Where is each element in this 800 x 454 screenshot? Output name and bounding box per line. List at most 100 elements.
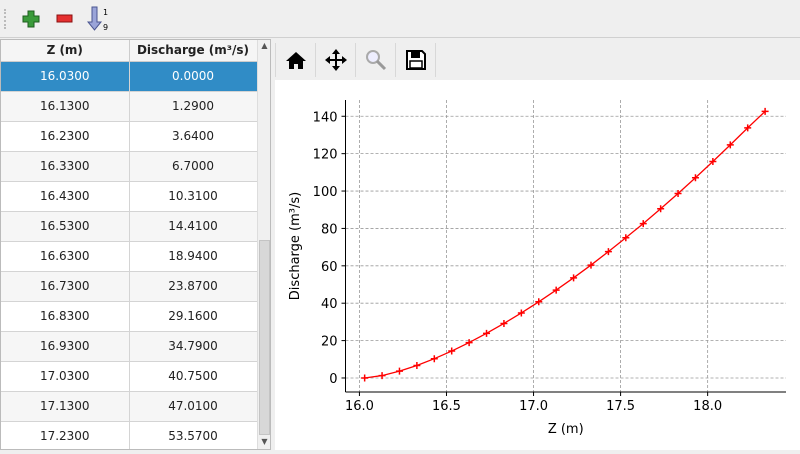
data-point-marker xyxy=(413,361,421,369)
save-icon xyxy=(405,50,426,70)
x-tick-label: 16.5 xyxy=(432,399,461,414)
z-cell[interactable]: 16.8300 xyxy=(1,301,130,332)
column-header-discharge[interactable]: Discharge (m³/s) xyxy=(129,40,258,62)
z-cell[interactable]: 17.1300 xyxy=(1,391,130,422)
discharge-cell[interactable]: 40.7500 xyxy=(129,361,258,392)
discharge-cell[interactable]: 47.0100 xyxy=(129,391,258,422)
discharge-cell[interactable]: 0.0000 xyxy=(129,61,258,92)
minus-icon xyxy=(56,14,73,22)
z-cell[interactable]: 16.7300 xyxy=(1,271,130,302)
data-point-marker xyxy=(500,319,508,327)
data-point-marker xyxy=(657,205,665,213)
z-cell[interactable]: 16.5300 xyxy=(1,211,130,242)
y-tick-label: 80 xyxy=(321,222,338,237)
home-icon xyxy=(285,52,306,69)
svg-text:9: 9 xyxy=(103,23,108,32)
vertical-scrollbar[interactable]: ▲ ▼ xyxy=(257,40,270,449)
data-point-marker xyxy=(639,220,647,228)
discharge-cell[interactable]: 6.7000 xyxy=(129,151,258,182)
home-button[interactable] xyxy=(275,43,315,77)
z-cell[interactable]: 16.4300 xyxy=(1,181,130,212)
table-row[interactable]: 16.5300 14.4100 xyxy=(1,211,258,242)
discharge-cell[interactable]: 53.5700 xyxy=(129,421,258,449)
data-point-marker xyxy=(587,261,595,269)
data-table-panel: Z (m) Discharge (m³/s) 16.0300 0.0000 16.1… xyxy=(0,39,271,450)
y-tick-label: 0 xyxy=(329,372,337,387)
table-row[interactable]: 16.6300 18.9400 xyxy=(1,241,258,272)
data-point-marker xyxy=(465,339,473,347)
discharge-series-line xyxy=(364,110,766,379)
data-point-marker xyxy=(535,298,543,306)
z-cell[interactable]: 16.2300 xyxy=(1,121,130,152)
table-row[interactable]: 17.2300 53.5700 xyxy=(1,421,258,449)
y-axis-label: Discharge (m³/s) xyxy=(288,192,303,300)
data-point-marker xyxy=(517,309,525,317)
pan-icon xyxy=(324,49,347,71)
discharge-cell[interactable]: 1.2900 xyxy=(129,91,258,122)
column-header-z[interactable]: Z (m) xyxy=(1,40,130,62)
discharge-chart: 16.0 16.5 17.0 17.5 18.0 0 20 40 60 80 100 120 140 Z … xyxy=(288,100,786,437)
plot-toolbar xyxy=(275,42,437,78)
z-cell[interactable]: 16.0300 xyxy=(1,61,130,92)
discharge-cell[interactable]: 34.7900 xyxy=(129,331,258,362)
x-tick-label: 16.0 xyxy=(345,399,374,414)
data-point-marker xyxy=(709,158,717,166)
table-row[interactable]: 16.1300 1.2900 xyxy=(1,91,258,122)
zoom-icon xyxy=(365,50,386,71)
discharge-cell[interactable]: 29.1600 xyxy=(129,301,258,332)
plus-icon xyxy=(22,10,40,27)
z-cell[interactable]: 16.6300 xyxy=(1,241,130,272)
z-cell[interactable]: 16.9300 xyxy=(1,331,130,362)
discharge-cell[interactable]: 23.8700 xyxy=(129,271,258,302)
data-point-marker xyxy=(570,274,578,282)
zoom-button[interactable] xyxy=(355,43,395,77)
table-row[interactable]: 16.0300 0.0000 xyxy=(1,61,258,92)
data-point-marker xyxy=(744,124,752,132)
toolbar-separator xyxy=(435,43,437,77)
y-tick-label: 100 xyxy=(313,185,338,200)
discharge-cell[interactable]: 10.3100 xyxy=(129,181,258,212)
x-tick-label: 18.0 xyxy=(693,399,722,414)
scroll-up-arrow[interactable]: ▲ xyxy=(261,41,268,50)
data-point-marker xyxy=(483,329,491,337)
z-cell[interactable]: 16.3300 xyxy=(1,151,130,182)
save-button[interactable] xyxy=(395,43,435,77)
pan-button[interactable] xyxy=(315,43,355,77)
y-tick-label: 60 xyxy=(321,260,338,275)
data-point-marker xyxy=(761,107,769,115)
svg-text:1: 1 xyxy=(103,8,108,17)
data-point-marker xyxy=(395,367,403,375)
table-row[interactable]: 16.4300 10.3100 xyxy=(1,181,258,212)
data-point-marker xyxy=(726,141,734,149)
data-point-marker xyxy=(622,234,630,242)
table-row[interactable]: 16.7300 23.8700 xyxy=(1,271,258,302)
discharge-cell[interactable]: 14.4100 xyxy=(129,211,258,242)
remove-row-button[interactable] xyxy=(52,6,78,32)
scrollbar-thumb[interactable] xyxy=(259,240,270,435)
data-point-marker xyxy=(378,372,386,380)
x-tick-label: 17.5 xyxy=(606,399,635,414)
toolbar-grip[interactable] xyxy=(4,8,8,29)
table-row[interactable]: 16.8300 29.1600 xyxy=(1,301,258,332)
table-row[interactable]: 16.9300 34.7900 xyxy=(1,331,258,362)
plot-canvas[interactable]: 16.0 16.5 17.0 17.5 18.0 0 20 40 60 80 100 120 140 Z … xyxy=(275,80,800,450)
add-row-button[interactable] xyxy=(18,6,44,32)
sort-ascending-icon: 19 xyxy=(87,6,108,32)
data-point-marker xyxy=(552,286,560,294)
z-cell[interactable]: 16.1300 xyxy=(1,91,130,122)
y-tick-label: 20 xyxy=(321,335,338,350)
table-row[interactable]: 16.3300 6.7000 xyxy=(1,151,258,182)
z-cell[interactable]: 17.0300 xyxy=(1,361,130,392)
scroll-down-arrow[interactable]: ▼ xyxy=(261,437,268,446)
z-cell[interactable]: 17.2300 xyxy=(1,421,130,449)
data-point-marker xyxy=(361,374,369,382)
data-point-marker xyxy=(604,248,612,256)
data-point-marker xyxy=(674,189,682,197)
table-row[interactable]: 17.1300 47.0100 xyxy=(1,391,258,422)
table-row[interactable]: 17.0300 40.7500 xyxy=(1,361,258,392)
discharge-cell[interactable]: 18.9400 xyxy=(129,241,258,272)
discharge-cell[interactable]: 3.6400 xyxy=(129,121,258,152)
table-row[interactable]: 16.2300 3.6400 xyxy=(1,121,258,152)
